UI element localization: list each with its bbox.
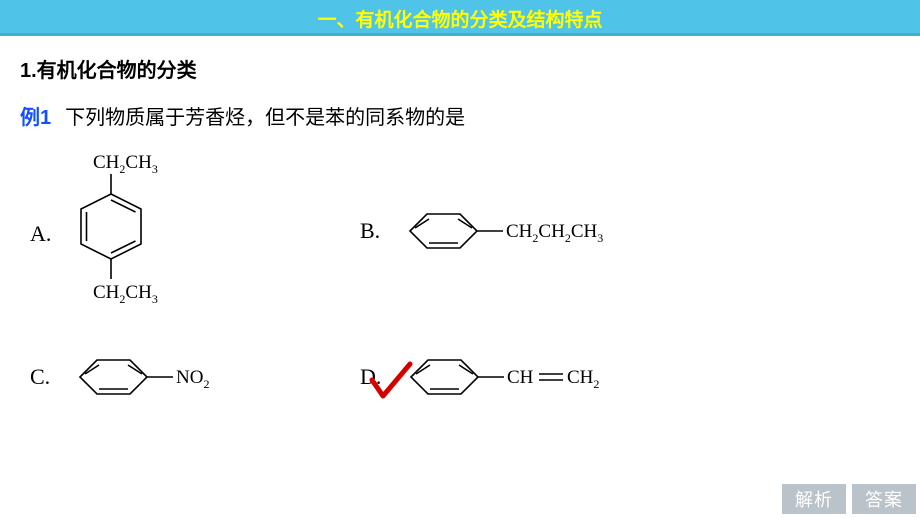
option-d-letter: D. <box>360 364 381 390</box>
option-d-structure: CH CH2 <box>391 342 631 412</box>
answer-button[interactable]: 答案 <box>852 484 916 514</box>
option-a[interactable]: A. CH2CH3 CH2CH3 <box>30 144 201 324</box>
svg-text:CH2CH3: CH2CH3 <box>93 282 158 306</box>
option-b[interactable]: B. CH2CH2CH3 <box>360 196 650 266</box>
explain-button[interactable]: 解析 <box>782 484 846 514</box>
title-bar: 一、有机化合物的分类及结构特点 <box>0 0 920 36</box>
svg-text:NO2: NO2 <box>176 367 209 391</box>
option-a-letter: A. <box>30 221 51 247</box>
option-d[interactable]: D. CH CH2 <box>360 342 631 412</box>
svg-text:CH2: CH2 <box>567 367 599 391</box>
question-row: 例1 下列物质属于芳香烃，但不是苯的同系物的是 <box>20 101 900 130</box>
option-b-letter: B. <box>360 218 380 244</box>
svg-text:CH: CH <box>507 367 534 388</box>
options-container: A. CH2CH3 CH2CH3 B. <box>20 144 900 474</box>
svg-text:CH2CH2CH3: CH2CH2CH3 <box>506 221 603 245</box>
option-c-structure: NO2 <box>60 342 250 412</box>
section-heading: 1.有机化合物的分类 <box>20 54 900 83</box>
content-area: 1.有机化合物的分类 例1 下列物质属于芳香烃，但不是苯的同系物的是 A. <box>0 36 920 492</box>
question-text: 下列物质属于芳香烃，但不是苯的同系物的是 <box>65 107 465 129</box>
option-a-structure: CH2CH3 CH2CH3 <box>61 144 201 324</box>
option-c-letter: C. <box>30 364 50 390</box>
title-text: 一、有机化合物的分类及结构特点 <box>317 5 602 32</box>
option-c[interactable]: C. NO2 <box>30 342 250 412</box>
example-label: 例1 <box>20 107 51 129</box>
svg-text:CH2CH3: CH2CH3 <box>93 152 158 176</box>
option-b-structure: CH2CH2CH3 <box>390 196 650 266</box>
bottom-button-bar: 解析 答案 <box>782 484 916 514</box>
